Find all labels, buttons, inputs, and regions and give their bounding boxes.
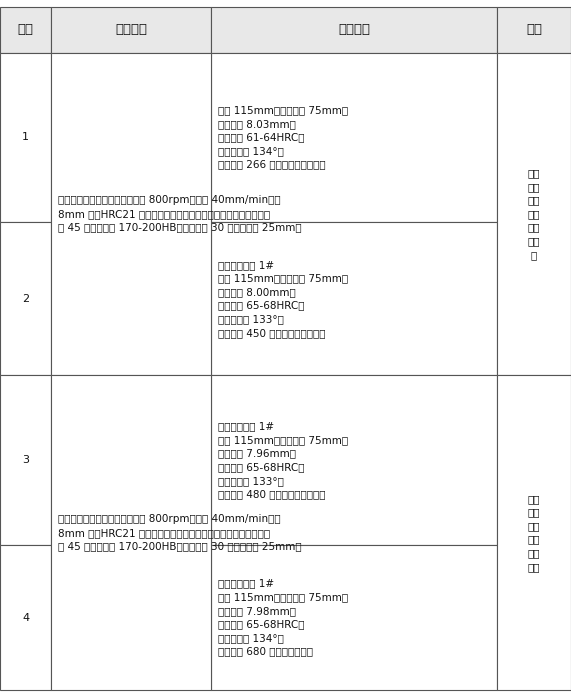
Text: 3: 3 xyxy=(22,455,29,466)
Bar xyxy=(51,376,211,690)
Bar xyxy=(51,7,211,52)
Text: 总长 115mm，工作长度 75mm；
刃口直径 8.03mm；
刃部硬度 61-64HRC；
刃口角度约 134°；
共计打孔 266 个，刀头严重磨损。: 总长 115mm，工作长度 75mm； 刃口直径 8.03mm； 刃部硬度 61… xyxy=(218,105,348,169)
Text: 2: 2 xyxy=(22,294,29,304)
Text: 4: 4 xyxy=(22,613,29,622)
Bar xyxy=(0,7,51,52)
Text: 序号: 序号 xyxy=(18,23,34,36)
Bar xyxy=(0,376,51,545)
Text: 第二批次钻头 1#
总长 115mm，工作长度 75mm；
刃口直径 7.96mm；
刃部硬度 65-68HRC；
刃口角度约 133°；
共计打孔 480 个: 第二批次钻头 1# 总长 115mm，工作长度 75mm； 刃口直径 7.96m… xyxy=(218,421,348,499)
Text: 测试方法: 测试方法 xyxy=(115,23,147,36)
Bar xyxy=(0,222,51,376)
Bar xyxy=(211,376,497,545)
Text: 1: 1 xyxy=(22,132,29,142)
Bar xyxy=(211,222,497,376)
Bar xyxy=(51,52,211,376)
Text: 经本
发明
方法
处理
的麻
花钻: 经本 发明 方法 处理 的麻 花钻 xyxy=(528,493,540,572)
Text: 寿命测试，使用数控铣床，钻速 800rpm，进给 40mm/min，在
8mm 厚，HRC21 的不锈钢板上钻通孔，冷却油冷却。（标准要求
打 45 号钢，硬度: 寿命测试，使用数控铣床，钻速 800rpm，进给 40mm/min，在 8mm … xyxy=(58,514,302,551)
Bar xyxy=(0,52,51,222)
Text: 第一批次钻头 1#
总长 115mm，工作长度 75mm；
刃口直径 8.00mm；
刃部硬度 65-68HRC；
刃口角度约 133°；
共计打孔 450 个: 第一批次钻头 1# 总长 115mm，工作长度 75mm； 刃口直径 8.00m… xyxy=(218,260,348,338)
Text: 测试数据: 测试数据 xyxy=(338,23,370,36)
Text: 寿命测试，使用数控铣床，钻速 800rpm，进给 40mm/min，在
8mm 厚，HRC21 的不锈钢板上钻通孔，冷却油冷却。（标准要求
打 45 号钢，硬度: 寿命测试，使用数控铣床，钻速 800rpm，进给 40mm/min，在 8mm … xyxy=(58,195,302,233)
Bar xyxy=(211,52,497,222)
Bar xyxy=(497,7,571,52)
Text: 第三批次钻头 1#
总长 115mm，工作长度 75mm；
刃口直径 7.98mm；
刃部硬度 65-68HRC；
刃口角度约 134°；
共计打孔 680 个: 第三批次钻头 1# 总长 115mm，工作长度 75mm； 刃口直径 7.98m… xyxy=(218,579,348,657)
Text: 未经
本发
明方
法处
理的
麻花
钻: 未经 本发 明方 法处 理的 麻花 钻 xyxy=(528,168,540,260)
Text: 备注: 备注 xyxy=(526,23,542,36)
Bar xyxy=(0,545,51,690)
Bar xyxy=(211,7,497,52)
Bar xyxy=(211,545,497,690)
Bar xyxy=(497,52,571,376)
Bar xyxy=(497,376,571,690)
